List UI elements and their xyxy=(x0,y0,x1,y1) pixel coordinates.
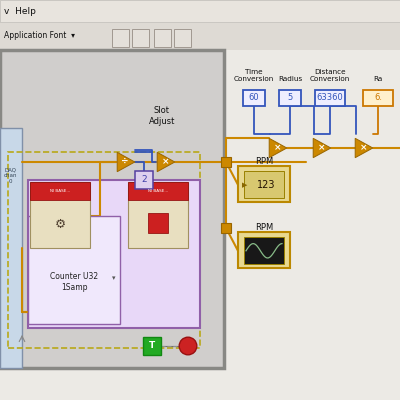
Bar xyxy=(363,90,393,106)
Polygon shape xyxy=(355,138,373,158)
Bar xyxy=(238,232,290,268)
Bar xyxy=(0,128,22,368)
Text: Ra: Ra xyxy=(373,76,383,82)
Bar xyxy=(135,171,153,189)
Bar xyxy=(132,29,149,47)
Bar xyxy=(174,29,191,47)
Bar xyxy=(244,171,284,198)
Bar xyxy=(154,29,171,47)
Bar xyxy=(112,29,129,47)
Bar xyxy=(0,50,224,368)
Text: ⚙: ⚙ xyxy=(54,218,66,231)
Bar xyxy=(0,0,400,22)
Text: Application Font  ▾: Application Font ▾ xyxy=(4,32,75,40)
Text: NI BASE...: NI BASE... xyxy=(50,189,70,193)
Bar xyxy=(221,223,231,233)
Bar xyxy=(238,166,290,202)
Polygon shape xyxy=(157,152,175,172)
Text: Radius: Radius xyxy=(278,76,302,82)
Polygon shape xyxy=(313,138,331,158)
Bar xyxy=(0,0,400,50)
Circle shape xyxy=(179,337,197,355)
Text: RPM: RPM xyxy=(255,223,273,232)
Text: ×: × xyxy=(360,144,367,152)
Polygon shape xyxy=(269,138,287,158)
Bar xyxy=(143,337,161,355)
Bar xyxy=(128,182,188,200)
Text: 5: 5 xyxy=(287,94,293,102)
Text: Time
Conversion: Time Conversion xyxy=(234,70,274,82)
Text: 6.: 6. xyxy=(374,94,382,102)
Bar xyxy=(8,152,200,348)
Text: ▾: ▾ xyxy=(112,275,116,281)
Text: v  Help: v Help xyxy=(4,7,36,16)
Text: T: T xyxy=(149,342,155,350)
Text: ▶: ▶ xyxy=(242,182,248,188)
Text: 2: 2 xyxy=(141,176,147,184)
Bar xyxy=(244,237,284,264)
Bar xyxy=(148,213,168,233)
Text: ×: × xyxy=(274,144,281,152)
Text: ×: × xyxy=(162,158,169,166)
Bar xyxy=(221,157,231,167)
Text: 60: 60 xyxy=(249,94,259,102)
Text: RPM: RPM xyxy=(255,157,273,166)
Text: NI BASE...: NI BASE... xyxy=(148,189,168,193)
Bar xyxy=(279,90,301,106)
Text: 123: 123 xyxy=(257,180,275,190)
Bar xyxy=(315,90,345,106)
Text: ×: × xyxy=(318,144,325,152)
Bar xyxy=(30,182,90,200)
Text: Counter U32
1Samp: Counter U32 1Samp xyxy=(50,272,98,292)
Text: Distance
Conversion: Distance Conversion xyxy=(310,70,350,82)
Bar xyxy=(28,216,120,324)
Bar xyxy=(243,90,265,106)
Text: ÷: ÷ xyxy=(121,158,129,166)
Bar xyxy=(30,182,90,248)
Text: 63360: 63360 xyxy=(317,94,343,102)
Text: Slot
Adjust: Slot Adjust xyxy=(149,106,175,126)
Bar xyxy=(128,182,188,248)
Bar xyxy=(28,180,200,328)
Text: DAQ
chan
0: DAQ chan 0 xyxy=(4,168,18,184)
Polygon shape xyxy=(117,152,135,172)
